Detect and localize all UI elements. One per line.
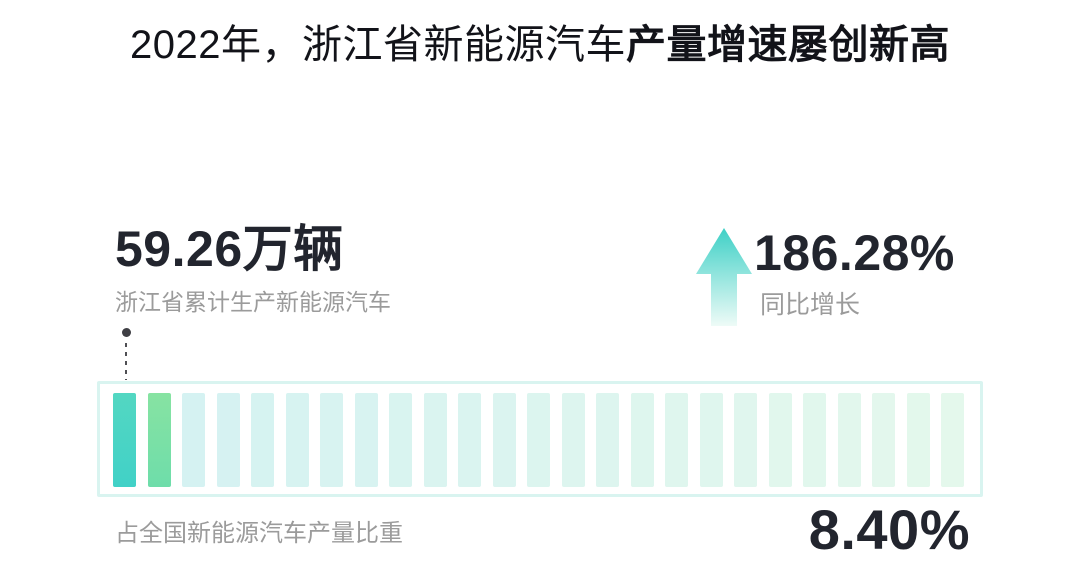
connector-dot [122, 328, 131, 337]
bar [492, 393, 516, 487]
share-bar-chart [97, 381, 983, 497]
bar [354, 393, 378, 487]
share-value: 8.40% [808, 498, 970, 561]
bar [216, 393, 240, 487]
page-title: 2022年，浙江省新能源汽车产量增速屡创新高 [0, 12, 1080, 70]
production-number: 59.26 [115, 221, 243, 277]
bar [699, 393, 723, 487]
production-label: 浙江省累计生产新能源汽车 [115, 289, 391, 315]
bar [906, 393, 930, 487]
bar [630, 393, 654, 487]
production-value: 59.26万辆 [115, 224, 391, 274]
bar [596, 393, 619, 487]
bar [837, 393, 861, 487]
bar [458, 393, 481, 487]
bar [734, 393, 757, 487]
bar [941, 393, 964, 487]
growth-value: 186.28% [754, 225, 955, 281]
bar [665, 393, 688, 487]
bar-highlight [113, 393, 136, 487]
title-regular: 2022年，浙江省新能源汽车 [130, 23, 626, 67]
bar [251, 393, 274, 487]
bar [768, 393, 792, 487]
bar [527, 393, 550, 487]
title-bold: 产量增速屡创新高 [625, 23, 950, 67]
connector-dashed-line [125, 343, 127, 380]
bar [285, 393, 309, 487]
bar [320, 393, 343, 487]
production-unit: 万辆 [242, 221, 344, 277]
bars-row [113, 393, 967, 487]
bar [561, 393, 585, 487]
bar-highlight [147, 393, 171, 487]
production-stat: 59.26万辆 浙江省累计生产新能源汽车 [115, 224, 391, 317]
share-label: 占全国新能源汽车产量比重 [115, 520, 403, 547]
growth-label: 同比增长 [760, 291, 861, 319]
growth-texts: 186.28% 同比增长 [754, 228, 955, 320]
bar [389, 393, 412, 487]
bar [872, 393, 895, 487]
growth-stat: 186.28% 同比增长 [696, 228, 955, 326]
arrow-up-icon [696, 228, 752, 326]
bar [182, 393, 205, 487]
bar [803, 393, 826, 487]
bar [423, 393, 447, 487]
